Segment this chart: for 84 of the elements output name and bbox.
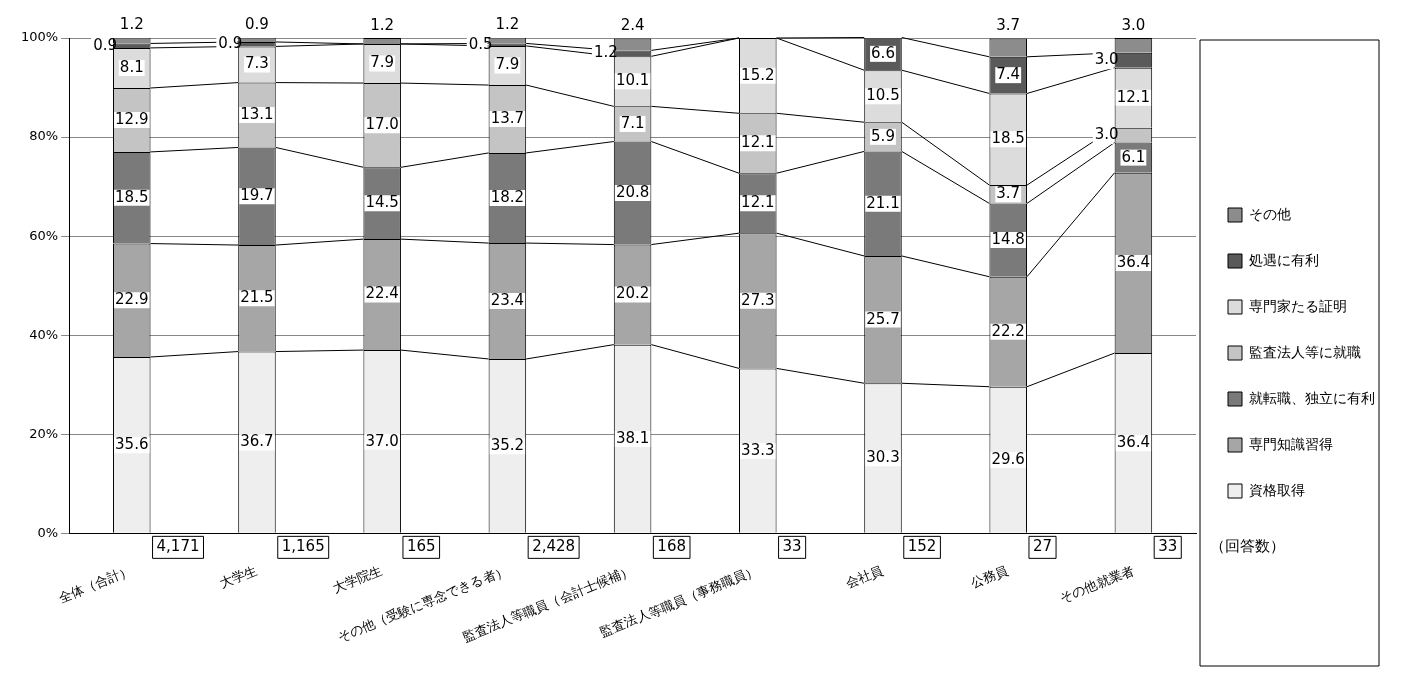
text: 168 [657,537,686,556]
data-label: 21.5 [240,288,274,307]
data-label: 22.2 [991,321,1025,340]
data-label: 19.7 [240,186,274,205]
data-label: 20.8 [615,182,650,201]
data-label: 22.9 [115,290,149,309]
data-label: 12.9 [115,109,149,128]
x-tick-label: 大学生 [217,562,260,592]
legend-label: 処遇に有利 [1249,251,1319,268]
text: 2,428 [532,537,576,556]
data-label: 38.1 [615,428,650,447]
legend-label: 専門知識習得 [1249,435,1333,452]
data-label: 1.2 [495,15,520,34]
data-label: 3.7 [996,16,1021,35]
data-label: 27.3 [741,290,775,309]
data-label: 36.4 [1116,433,1151,452]
data-label: 0.5 [468,34,493,53]
x-tick-label: 全体（合計） [56,562,135,606]
data-label: 7.1 [620,113,645,132]
data-label: 20.2 [615,284,650,303]
data-label: 12.1 [741,193,775,212]
data-label: 21.1 [866,193,900,212]
data-label: 10.5 [866,86,900,105]
data-label: 12.1 [1116,87,1151,106]
data-label: 18.5 [115,187,149,206]
text: 4,171 [156,537,200,556]
data-label: 7.3 [245,54,269,73]
legend-label: 資格取得 [1249,481,1305,498]
data-label: 25.7 [866,309,900,328]
data-label: 7.9 [370,53,395,72]
y-tick-label: 80% [29,128,59,144]
y-tick-label: 0% [37,524,59,540]
data-label: 15.2 [741,65,775,84]
data-label: 10.1 [615,71,650,90]
data-label: 5.9 [871,126,895,145]
x-tick-label: 大学院生 [330,562,385,596]
data-label: 29.6 [991,449,1025,468]
data-label: 35.2 [490,436,525,455]
y-tick-label: 100% [20,29,59,45]
data-label: 3.0 [1121,15,1146,34]
legend-label: 監査法人等に就職 [1249,343,1361,360]
data-label: 13.1 [240,104,274,123]
legend-label: 就転職、独立に有利 [1249,389,1375,406]
text: 33 [782,537,802,556]
text: 165 [406,537,436,556]
text: 1,165 [281,537,325,556]
data-label: 18.2 [490,187,525,206]
text: （回答数） [1210,537,1285,556]
data-label: 6.1 [1121,147,1146,166]
data-label: 1.2 [370,15,395,34]
y-tick-label: 20% [29,425,59,441]
data-label: 3.7 [996,184,1021,203]
data-label: 22.4 [365,284,399,303]
legend-label: 専門家たる証明 [1249,297,1347,314]
data-label: 37.0 [365,431,399,450]
text: 152 [907,537,937,556]
data-label: 36.7 [240,432,274,451]
data-label: 18.5 [991,129,1025,148]
data-label: 6.6 [871,43,895,62]
data-label: 17.0 [365,115,399,134]
data-label: 23.4 [490,290,525,309]
data-label: 2.4 [620,16,645,35]
data-label: 7.4 [996,65,1021,84]
x-tick-label: 会社員 [843,562,886,592]
text: 33 [1158,537,1178,556]
data-label: 36.4 [1116,252,1151,271]
data-label: 14.5 [365,193,399,212]
data-label: 7.9 [495,55,520,74]
data-label: 33.3 [741,440,775,459]
data-label: 35.6 [115,435,149,454]
legend-label: その他 [1249,205,1291,222]
data-label: 30.3 [866,448,900,467]
data-label: 1.2 [119,15,144,34]
x-tick-label: その他就業者 [1057,562,1136,606]
data-label: 3.0 [1094,124,1119,143]
y-tick-label: 60% [29,227,59,243]
x-tick-label: 公務員 [968,562,1011,592]
data-label: 12.1 [741,133,775,152]
data-label: 13.7 [490,108,525,127]
y-tick-label: 40% [29,326,59,342]
data-label: 0.9 [245,15,269,34]
data-label: 8.1 [119,57,144,76]
text: 27 [1032,537,1053,556]
data-label: 14.8 [991,230,1025,248]
